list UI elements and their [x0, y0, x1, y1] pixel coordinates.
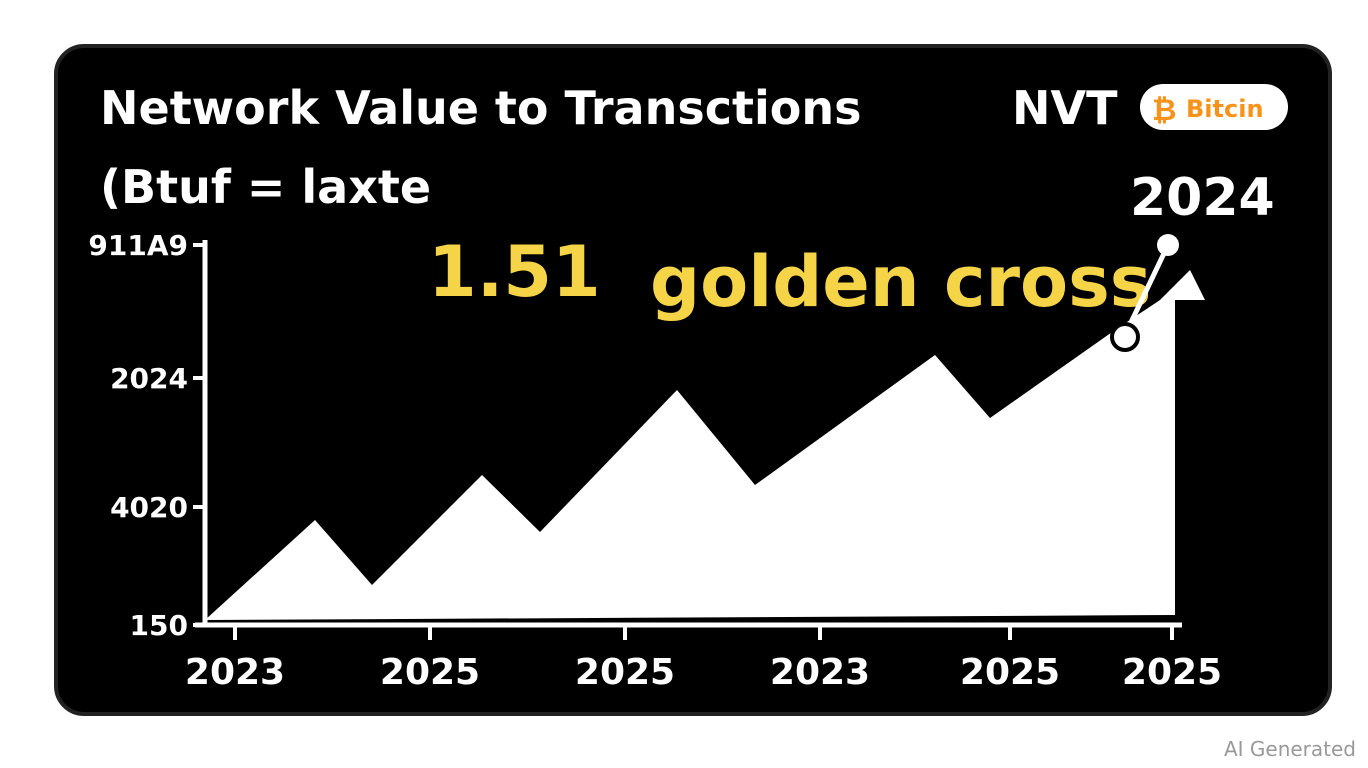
- x-labels: 2023 2025 2025 2023 2025 2025: [185, 625, 1222, 693]
- value-annotation: 1.51: [428, 231, 601, 313]
- signal-annotation: golden cross: [650, 241, 1151, 323]
- y-labels: 911A9 2024 4020 150: [88, 229, 207, 642]
- y-label: 4020: [110, 491, 188, 524]
- y-label: 150: [130, 609, 188, 642]
- x-label: 2023: [770, 652, 870, 693]
- x-label: 2025: [575, 652, 675, 693]
- area: [205, 290, 1175, 620]
- x-label: 2023: [185, 652, 285, 693]
- signal-line: [1122, 243, 1171, 337]
- arrow-head: [1160, 270, 1205, 300]
- x-label: 2025: [960, 652, 1060, 693]
- signal-point: [1157, 234, 1179, 256]
- badge-label: Bitcin: [1186, 95, 1264, 123]
- subtitle: (Btuf = laxte: [100, 160, 431, 214]
- y-label: 911A9: [88, 229, 188, 262]
- x-label: 2025: [380, 652, 480, 693]
- signal-point: [1110, 322, 1140, 352]
- badge: [1140, 84, 1288, 130]
- x-label: 2025: [1122, 652, 1222, 693]
- tag: NVT: [1012, 81, 1118, 135]
- badge-icon: ₿: [1152, 93, 1176, 128]
- watermark: AI Generated: [1224, 737, 1356, 761]
- year-annotation: 2024: [1130, 168, 1275, 228]
- title: Network Value to Transctions: [100, 81, 861, 135]
- y-label: 2024: [110, 362, 188, 395]
